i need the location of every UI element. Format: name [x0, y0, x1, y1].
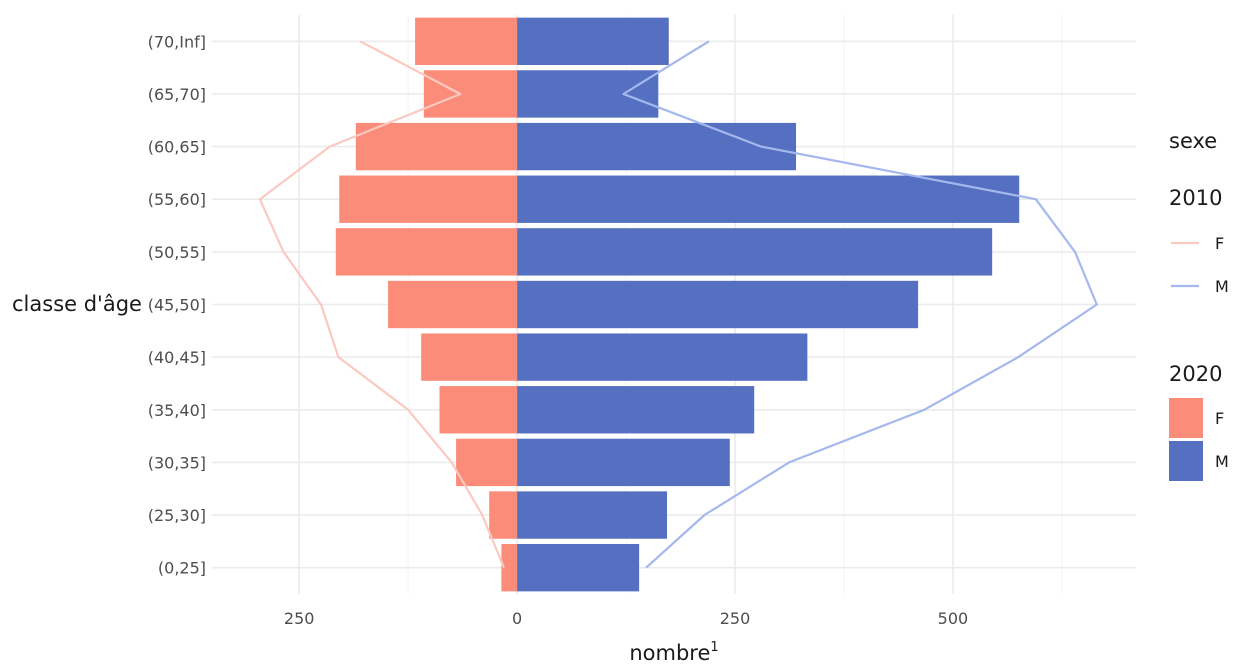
y-axis-tick-labels: (0,25] (25,30] (30,35] (35,40] (40,45] (45,50…: [148, 32, 206, 577]
legend-label-2020-f: F: [1215, 409, 1224, 428]
y-tick-label: (45,50]: [148, 296, 206, 315]
bar-2020-f: [415, 17, 518, 66]
legend-group-2010-title: 2010: [1169, 186, 1222, 210]
bar-2020-m: [517, 70, 659, 118]
x-axis-tick-labels: 250 0 250 500: [284, 609, 968, 628]
legend-label-2010-m: M: [1215, 277, 1229, 296]
bar-2020-m: [517, 491, 668, 539]
x-tick-label: 500: [938, 609, 969, 628]
line-2010-f: [258, 40, 506, 569]
bar-2020-f: [439, 386, 518, 434]
bar-2020-m: [517, 333, 808, 381]
y-tick-label: (60,65]: [148, 138, 206, 157]
bar-2020-f: [339, 175, 518, 223]
bar-2020-f: [456, 438, 518, 487]
x-axis-title-superscript: 1: [710, 640, 718, 655]
legend-group-2020-title: 2020: [1169, 362, 1222, 386]
bar-2020-m: [517, 17, 669, 66]
bar-2020-m: [517, 228, 993, 276]
legend-label-2010-f: F: [1215, 234, 1224, 253]
bar-2020-m: [517, 280, 919, 329]
legend-title: sexe: [1169, 129, 1217, 153]
line-2010-m: [622, 40, 1098, 569]
bar-2020-f: [421, 333, 518, 381]
x-tick-label: 250: [284, 609, 315, 628]
y-axis-title: classe d'âge: [12, 292, 142, 316]
y-tick-label: (30,35]: [148, 453, 206, 472]
legend-label-2020-m: M: [1215, 452, 1229, 471]
legend-swatch-2020-f: [1169, 398, 1203, 438]
y-tick-label: (0,25]: [158, 559, 206, 578]
x-axis-title: nombre1: [629, 640, 718, 665]
x-tick-label: 250: [720, 609, 751, 628]
bars: [335, 17, 1020, 592]
y-tick-label: (55,60]: [148, 190, 206, 209]
bar-2020-f: [355, 122, 518, 171]
bar-2020-m: [517, 386, 755, 434]
x-tick-label: 0: [512, 609, 522, 628]
bar-2020-m: [517, 175, 1020, 223]
x-axis-title-text: nombre: [629, 641, 710, 665]
legend: sexe 2010 F M 2020 F M: [1169, 129, 1229, 481]
y-tick-label: (25,30]: [148, 506, 206, 525]
bar-2020-f: [423, 70, 518, 118]
y-tick-label: (35,40]: [148, 401, 206, 420]
bar-2020-f: [501, 543, 518, 592]
bar-2020-m: [517, 122, 797, 171]
y-tick-label: (40,45]: [148, 348, 206, 367]
legend-swatch-2020-m: [1169, 441, 1203, 481]
bar-2020-f: [335, 228, 518, 276]
y-tick-label: (50,55]: [148, 243, 206, 262]
lines-2010: [258, 40, 1098, 569]
bar-2020-m: [517, 438, 730, 487]
y-tick-label: (70,Inf]: [148, 32, 206, 51]
bar-2020-f: [388, 280, 518, 329]
bar-2020-m: [517, 543, 640, 592]
bar-2020-f: [489, 491, 518, 539]
y-tick-label: (65,70]: [148, 85, 206, 104]
